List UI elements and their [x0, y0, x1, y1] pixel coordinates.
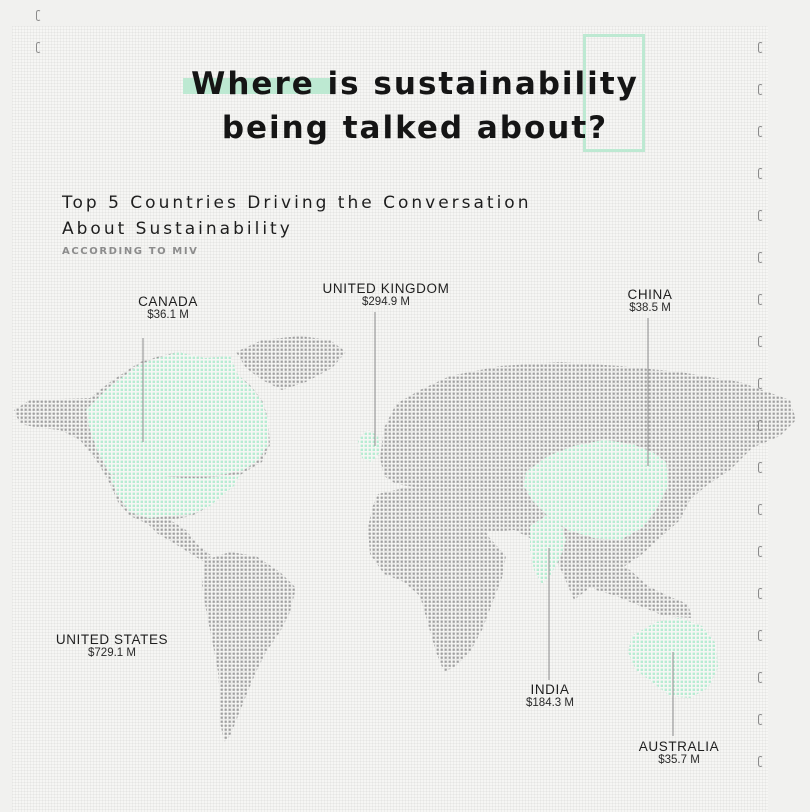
- label-india: INDIA $184.3 M: [500, 682, 600, 709]
- country-name: UNITED KINGDOM: [322, 281, 450, 296]
- country-name: AUSTRALIA: [638, 739, 720, 754]
- label-united-kingdom: UNITED KINGDOM $294.9 M: [306, 281, 466, 308]
- country-name: CANADA: [138, 294, 198, 309]
- subtitle-line-2: About Sustainability: [62, 219, 293, 239]
- page-title: Where is sustainability being talked abo…: [150, 62, 680, 150]
- label-canada: CANADA $36.1 M: [118, 294, 218, 321]
- binding-ring: [758, 462, 763, 473]
- country-value: $38.5 M: [629, 302, 671, 314]
- title-highlight-box: [583, 34, 645, 152]
- binding-ring: [36, 42, 41, 53]
- binding-ring: [758, 756, 763, 767]
- binding-ring: [758, 84, 763, 95]
- binding-ring: [758, 252, 763, 263]
- chart-subtitle: Top 5 Countries Driving the Conversation…: [62, 190, 602, 242]
- binding-ring: [758, 378, 763, 389]
- binding-ring: [758, 294, 763, 305]
- country-value: $294.9 M: [362, 296, 410, 308]
- binding-ring: [758, 504, 763, 515]
- binding-ring: [758, 420, 763, 431]
- source-note: ACCORDING TO MIV: [62, 246, 199, 257]
- subtitle-line-1: Top 5 Countries Driving the Conversation: [62, 193, 532, 213]
- title-line-1: Where is sustainability: [191, 66, 639, 102]
- binding-ring: [758, 714, 763, 725]
- country-value: $184.3 M: [526, 697, 574, 709]
- binding-ring: [36, 10, 41, 21]
- country-value: $36.1 M: [147, 309, 189, 321]
- binding-ring: [758, 588, 763, 599]
- binding-ring: [758, 168, 763, 179]
- country-name: INDIA: [530, 682, 570, 697]
- title-highlight-bar: [183, 78, 331, 94]
- binding-ring: [758, 336, 763, 347]
- country-name: UNITED STATES: [55, 632, 169, 647]
- binding-ring: [758, 42, 763, 53]
- label-united-states: UNITED STATES $729.1 M: [46, 632, 178, 659]
- title-line-2: being talked about?: [221, 110, 609, 146]
- country-name: CHINA: [627, 287, 673, 302]
- binding-ring: [758, 126, 763, 137]
- binding-ring: [758, 546, 763, 557]
- country-value: $35.7 M: [658, 754, 700, 766]
- binding-ring: [758, 210, 763, 221]
- binding-ring: [758, 630, 763, 641]
- country-value: $729.1 M: [88, 647, 136, 659]
- label-australia: AUSTRALIA $35.7 M: [624, 739, 734, 766]
- label-china: CHINA $38.5 M: [600, 287, 700, 314]
- binding-ring: [758, 672, 763, 683]
- leader-lines: [142, 312, 674, 736]
